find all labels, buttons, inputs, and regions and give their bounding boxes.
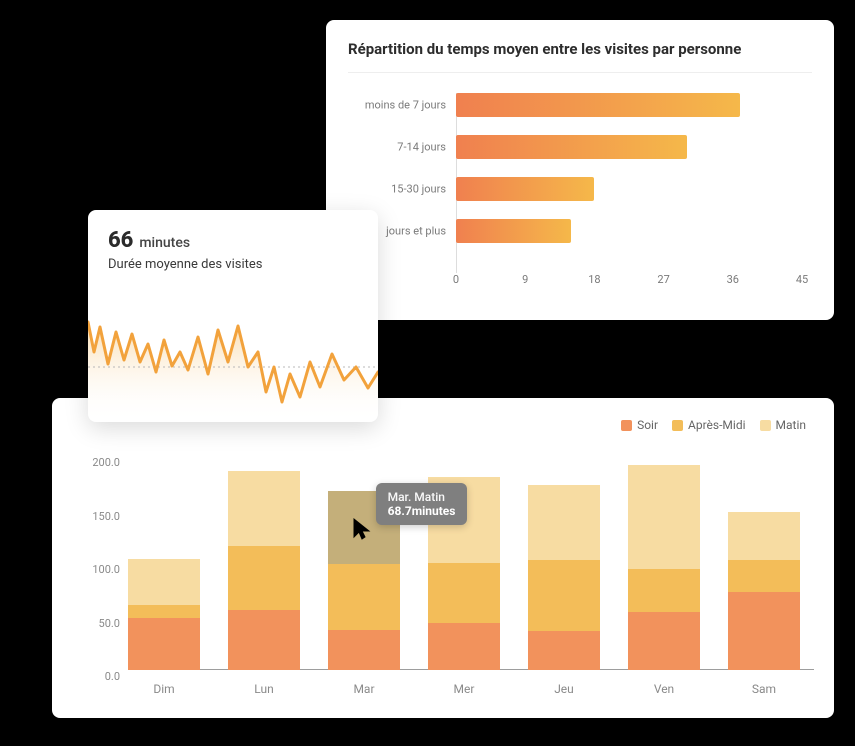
stacked-segment[interactable] xyxy=(728,560,800,592)
stacked-segment[interactable] xyxy=(328,564,400,630)
hbar-x-tick: 36 xyxy=(727,273,739,286)
stacked-segment[interactable] xyxy=(528,485,600,560)
hbar-plot-area: moins de 7 jours 7-14 jours 15-30 jours jou… xyxy=(456,93,802,273)
stacked-x-label: Mar xyxy=(328,682,400,696)
hbar-chart: moins de 7 jours 7-14 jours 15-30 jours jou… xyxy=(348,93,812,303)
stacked-x-label: Ven xyxy=(628,682,700,696)
hbar-category-label: moins de 7 jours xyxy=(365,99,446,112)
stacked-x-label: Sam xyxy=(728,682,800,696)
stacked-segment[interactable] xyxy=(228,546,300,610)
sparkline-svg xyxy=(88,302,378,422)
hbar-x-tick: 9 xyxy=(522,273,528,286)
legend-item[interactable]: Soir xyxy=(621,418,658,432)
hbar-row: jours et plus xyxy=(456,219,802,243)
stacked-segment[interactable] xyxy=(428,563,500,623)
stacked-x-label: Lun xyxy=(228,682,300,696)
stacked-segment[interactable] xyxy=(128,605,200,618)
stacked-x-label: Jeu xyxy=(528,682,600,696)
stacked-column[interactable]: Sam xyxy=(728,512,800,670)
tooltip-value: 68.7minutes xyxy=(388,504,456,518)
stacked-plot-area: 0.050.0100.0150.0200.0DimLunMarMerJeuVen… xyxy=(128,456,814,670)
hbar-row: moins de 7 jours xyxy=(456,93,802,117)
daily-duration-card: SoirAprès-MidiMatin 0.050.0100.0150.0200… xyxy=(52,398,834,718)
hbar-bar[interactable] xyxy=(456,135,687,159)
hbar-bar[interactable] xyxy=(456,93,740,117)
stacked-x-label: Mer xyxy=(428,682,500,696)
stacked-column[interactable]: Lun xyxy=(228,471,300,670)
time-between-visits-card: Répartition du temps moyen entre les vis… xyxy=(326,20,834,320)
stacked-segment[interactable] xyxy=(728,592,800,670)
stacked-segment[interactable] xyxy=(528,631,600,670)
hbar-category-label: 15-30 jours xyxy=(391,183,446,196)
hbar-row: 15-30 jours xyxy=(456,177,802,201)
hbar-x-tick: 45 xyxy=(796,273,808,286)
stacked-segment[interactable] xyxy=(628,612,700,670)
hbar-title: Répartition du temps moyen entre les vis… xyxy=(348,40,812,73)
hbar-bar[interactable] xyxy=(456,219,571,243)
stacked-segment[interactable] xyxy=(728,512,800,560)
avg-visit-duration-subtitle: Durée moyenne des visites xyxy=(108,257,358,272)
stacked-segment[interactable] xyxy=(228,471,300,546)
stacked-segment[interactable] xyxy=(628,569,700,612)
stacked-segment[interactable] xyxy=(528,560,600,632)
legend-item[interactable]: Matin xyxy=(760,418,806,432)
legend-label: Matin xyxy=(776,418,806,432)
hbar-category-label: 7-14 jours xyxy=(397,141,446,154)
stacked-segment[interactable] xyxy=(228,610,300,670)
stacked-segment[interactable] xyxy=(128,559,200,605)
hbar-row: 7-14 jours xyxy=(456,135,802,159)
line-plot-area xyxy=(88,302,378,422)
legend-label: Après-Midi xyxy=(688,418,745,432)
legend-swatch xyxy=(621,420,632,431)
stacked-segment[interactable] xyxy=(628,465,700,570)
stacked-column[interactable]: Dim xyxy=(128,559,200,670)
avg-visit-duration-card: 66 minutes Durée moyenne des visites xyxy=(88,210,378,422)
hbar-bar[interactable] xyxy=(456,177,594,201)
avg-visit-duration-unit: minutes xyxy=(139,235,190,251)
legend-label: Soir xyxy=(637,418,658,432)
stacked-segment[interactable] xyxy=(128,618,200,670)
hover-tooltip: Mar. Matin 68.7minutes xyxy=(376,483,468,525)
tooltip-title: Mar. Matin xyxy=(388,490,456,504)
hbar-x-tick: 18 xyxy=(588,273,600,286)
hbar-category-label: jours et plus xyxy=(386,225,446,238)
hbar-x-tick: 0 xyxy=(453,273,459,286)
stacked-segment[interactable] xyxy=(328,630,400,670)
hbar-x-axis: 0918273645 xyxy=(456,273,802,297)
avg-visit-duration-value: 66 xyxy=(108,228,133,253)
stacked-column[interactable]: Jeu xyxy=(528,485,600,670)
legend-item[interactable]: Après-Midi xyxy=(672,418,745,432)
stacked-segment[interactable] xyxy=(428,623,500,670)
legend-swatch xyxy=(672,420,683,431)
hbar-x-tick: 27 xyxy=(657,273,669,286)
stacked-legend: Soir Après-Midi Matin xyxy=(607,418,806,434)
legend-swatch xyxy=(760,420,771,431)
stacked-x-label: Dim xyxy=(128,682,200,696)
stacked-column[interactable]: Ven xyxy=(628,465,700,670)
cursor-icon xyxy=(352,517,372,541)
